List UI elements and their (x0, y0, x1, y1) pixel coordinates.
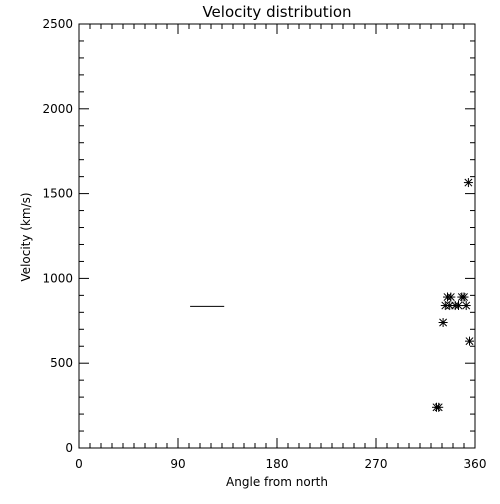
data-point (461, 301, 471, 311)
data-point (465, 336, 474, 346)
y-tick-label: 2000 (42, 102, 73, 116)
x-tick-label: 270 (365, 457, 388, 471)
y-tick-label: 1500 (42, 187, 73, 201)
plot-frame (78, 23, 476, 449)
axes-layer: 0 90 180 270 360 0 500 1000 1500 2000 2500 (42, 17, 486, 471)
chart-title: Velocity distribution (202, 3, 351, 21)
x-tick-label: 0 (75, 457, 83, 471)
data-point (438, 317, 448, 327)
data-point (463, 178, 473, 188)
x-tick-label: 90 (170, 457, 185, 471)
y-tick-label: 0 (65, 441, 73, 455)
x-tick-label: 360 (464, 457, 487, 471)
x-axis-label: Angle from north (226, 475, 328, 489)
data-point (432, 402, 441, 412)
y-axis-label: Velocity (km/s) (19, 192, 33, 281)
data-point (446, 292, 456, 302)
data-point (459, 292, 469, 302)
y-tick-label: 1000 (42, 271, 73, 285)
y-tick-label: 500 (50, 356, 73, 370)
y-tick-label: 2500 (42, 17, 73, 31)
x-tick-label: 180 (266, 457, 289, 471)
marks-layer (190, 178, 474, 412)
data-point (454, 301, 463, 311)
